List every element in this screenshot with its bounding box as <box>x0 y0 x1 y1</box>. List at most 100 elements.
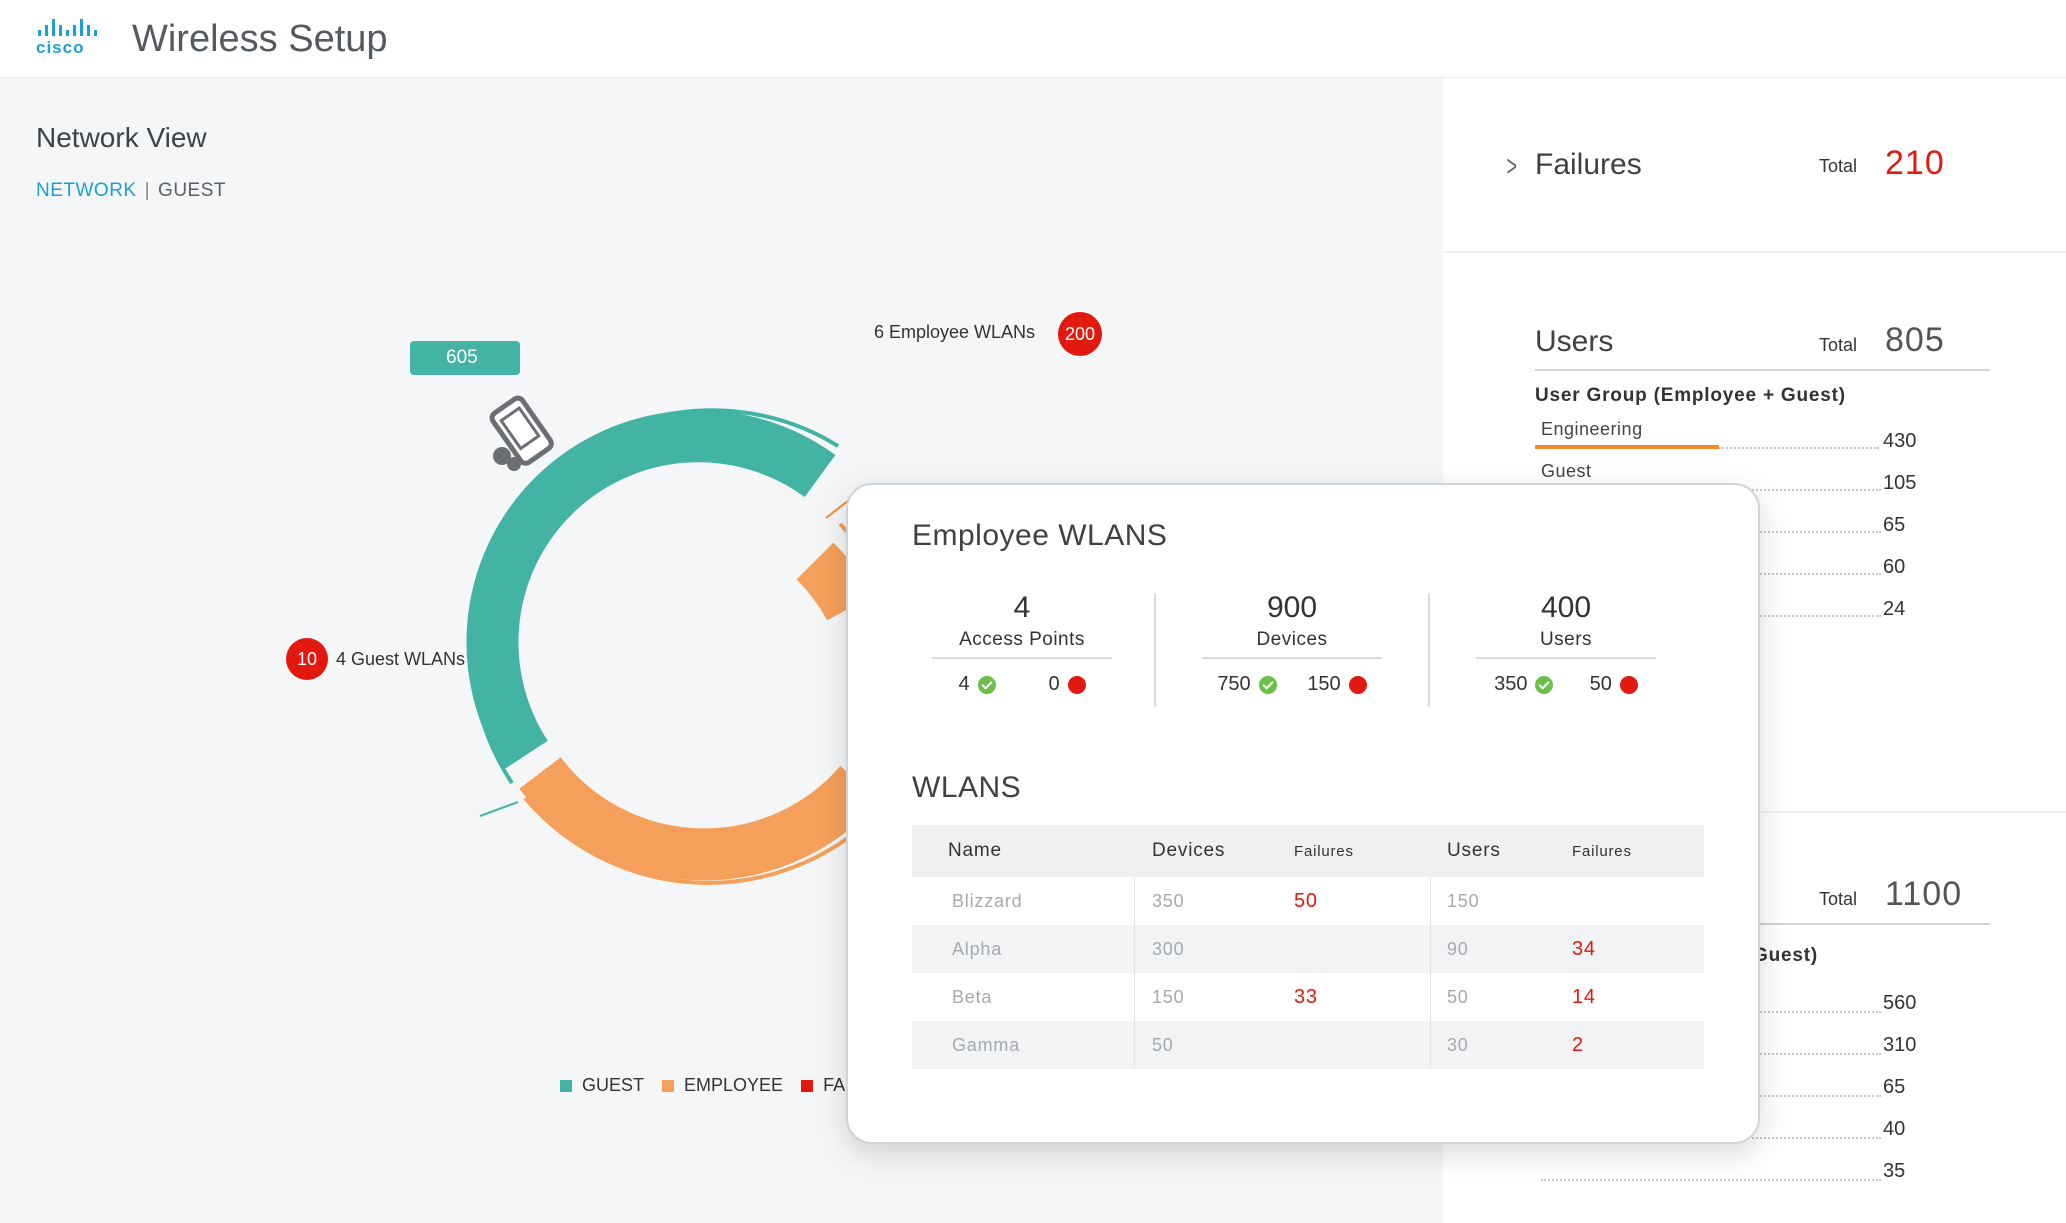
failures-total: 210 <box>1885 144 1945 182</box>
stat-fail: 0 <box>1048 673 1086 696</box>
toggle-network[interactable]: NETWORK <box>36 180 137 201</box>
stat-fail: 50 <box>1590 673 1638 696</box>
users-total-label: Total <box>1819 335 1858 355</box>
employee-segment[interactable] <box>519 756 880 881</box>
stat-label: Access Points <box>932 629 1112 659</box>
cell-name: Blizzard <box>952 890 1023 911</box>
stat-ok: 350 <box>1494 673 1554 696</box>
cisco-logo-bars <box>38 18 106 36</box>
cell-name: Gamma <box>952 1034 1021 1055</box>
employee-wlans-failure-badge[interactable]: 200 <box>1058 312 1102 356</box>
users-row-value: 430 <box>1883 430 1917 452</box>
col-devices[interactable]: Devices <box>1152 840 1226 861</box>
cell-devices: 300 <box>1152 938 1185 959</box>
users-group-label: User Group (Employee + Guest) <box>1535 385 1846 406</box>
wlans-title: WLANS <box>912 771 1022 804</box>
guest-outer-ring <box>469 408 840 785</box>
guest-leader-line <box>479 801 519 817</box>
guest-count-tag: 605 <box>410 341 520 375</box>
stat-users: 400 Users 350 50 <box>1476 591 1656 696</box>
failure-dot-icon <box>1619 675 1638 694</box>
table-row[interactable]: Gamma 50 30 2 <box>912 1021 1704 1069</box>
stat-breakdown: 750 150 <box>1202 673 1382 696</box>
failure-dot-icon <box>1348 675 1367 694</box>
engineering-bar <box>1535 445 1719 449</box>
cell-devices: 150 <box>1152 986 1185 1007</box>
cell-devices: 350 <box>1152 890 1185 911</box>
col-users[interactable]: Users <box>1447 840 1501 861</box>
cisco-logo-text: cisco <box>36 38 85 57</box>
chevron-right-icon[interactable]: > <box>1506 150 1518 183</box>
cell-divider <box>1134 925 1135 973</box>
stat-divider <box>1428 593 1430 707</box>
row-divider <box>1541 1179 1881 1181</box>
users-row-guest[interactable]: Guest <box>1541 461 1592 481</box>
stat-number: 900 <box>1266 591 1318 624</box>
check-circle-icon <box>977 675 996 694</box>
cell-users: 30 <box>1447 1034 1469 1055</box>
cell-user-failures: 34 <box>1572 937 1596 960</box>
stat-fail: 150 <box>1307 673 1367 696</box>
stat-divider <box>1154 593 1156 707</box>
check-circle-icon <box>1258 675 1277 694</box>
cell-divider <box>1134 1021 1135 1069</box>
stat-number: 400 <box>1540 591 1592 624</box>
failures-total-label: Total <box>1819 156 1858 176</box>
users-row-value: 24 <box>1883 598 1906 620</box>
col-user-failures[interactable]: Failures <box>1572 842 1632 860</box>
users-row-engineering[interactable]: Engineering <box>1541 419 1643 439</box>
employee-wlans-label[interactable]: 6 Employee WLANs <box>874 322 1036 342</box>
guest-wlans-label[interactable]: 4 Guest WLANs <box>336 649 466 669</box>
guest-wlans-failure-badge[interactable]: 10 <box>286 638 328 680</box>
table-header: Name Devices Failures Users Failures <box>912 825 1704 877</box>
failures-card: > Failures Total 210 <box>1443 78 2066 253</box>
toggle-separator: | <box>144 180 151 201</box>
cell-name: Alpha <box>952 938 1003 959</box>
network-guest-toggle: NETWORK | GUEST <box>36 180 226 202</box>
toggle-guest[interactable]: GUEST <box>158 180 226 201</box>
col-name[interactable]: Name <box>948 840 1002 861</box>
stat-label: Devices <box>1202 629 1382 659</box>
col-device-failures[interactable]: Failures <box>1294 842 1354 860</box>
devices-row-value: 40 <box>1883 1118 1906 1140</box>
row-divider <box>1719 447 1879 449</box>
cell-divider <box>1430 973 1431 1021</box>
guest-segment[interactable] <box>466 410 836 770</box>
cell-user-failures: 14 <box>1572 985 1596 1008</box>
table-row[interactable]: Beta 150 33 50 14 <box>912 973 1704 1021</box>
check-circle-icon <box>1535 675 1554 694</box>
cell-divider <box>1134 973 1135 1021</box>
network-donut-chart <box>466 408 880 885</box>
stat-ok: 4 <box>958 673 996 696</box>
employee-top-segment[interactable] <box>796 542 873 622</box>
users-row-value: 60 <box>1883 556 1906 578</box>
app-header: cisco Wireless Setup <box>0 0 2066 78</box>
cell-divider <box>1430 925 1431 973</box>
wlans-table: Name Devices Failures Users Failures Bli… <box>912 825 1704 1069</box>
devices-row-value: 310 <box>1883 1034 1917 1056</box>
cell-devices: 50 <box>1152 1034 1174 1055</box>
devices-row-value: 35 <box>1883 1160 1906 1182</box>
failures-title[interactable]: Failures <box>1535 148 1642 181</box>
users-row-value: 105 <box>1883 472 1917 494</box>
cell-divider <box>1430 1021 1431 1069</box>
legend-guest: GUEST <box>560 1075 644 1096</box>
devices-total: 1100 <box>1885 875 1963 913</box>
stat-breakdown: 350 50 <box>1476 673 1656 696</box>
failure-dot-icon <box>1067 675 1086 694</box>
cell-user-failures: 2 <box>1572 1033 1584 1056</box>
network-view-title: Network View <box>36 122 207 153</box>
cell-device-failures: 50 <box>1294 889 1318 912</box>
devices-row-value: 560 <box>1883 992 1917 1014</box>
cisco-logo[interactable]: cisco <box>36 18 106 58</box>
cell-divider <box>1430 877 1431 925</box>
table-row[interactable]: Alpha 300 90 34 <box>912 925 1704 973</box>
cell-name: Beta <box>952 986 993 1007</box>
devices-row-value: 65 <box>1883 1076 1906 1098</box>
users-title: Users <box>1535 325 1614 358</box>
cell-users: 150 <box>1447 890 1480 911</box>
users-row-value: 65 <box>1883 514 1906 536</box>
stat-label: Users <box>1476 629 1656 659</box>
employee-outer-ring <box>523 796 872 885</box>
table-row[interactable]: Blizzard 350 50 150 <box>912 877 1704 925</box>
